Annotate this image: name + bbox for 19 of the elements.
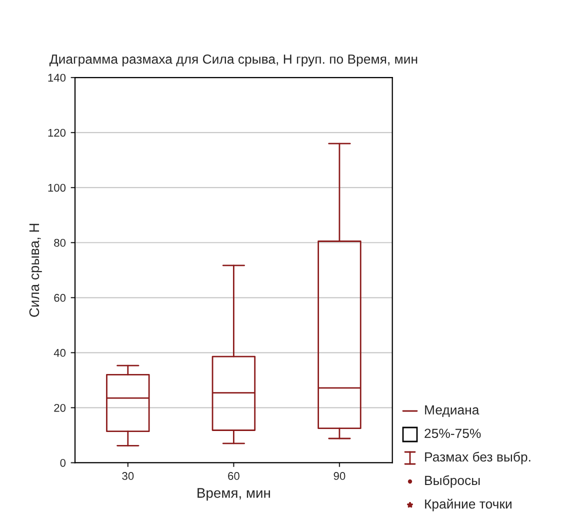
text: Крайние точки [425,498,512,512]
y-tick-label: 0 [60,458,66,467]
text: Медиана [425,405,480,418]
y-tick-label: 120 [48,128,66,137]
x-axis-title: Время, мин [198,488,270,501]
y-axis-title: Сила срыва, Н [29,224,42,317]
x-tick-label: 90 [334,472,346,480]
y-tick-label: 80 [54,238,66,247]
y-tick-label: 20 [54,404,66,412]
text: Размах без выбр. [425,452,530,464]
y-tick-label: 40 [54,348,66,357]
chart-title: Диаграмма размаха для Сила срыва, Н груп. по Время, мин [49,54,418,66]
y-tick-label: 100 [48,184,66,192]
x-tick-label: 60 [228,472,240,480]
text: 25%-75% [424,428,481,438]
y-tick-label: 60 [54,294,66,302]
text: Выбросы [425,475,480,488]
y-tick-label: 140 [48,74,66,82]
x-tick-label: 30 [122,472,134,480]
